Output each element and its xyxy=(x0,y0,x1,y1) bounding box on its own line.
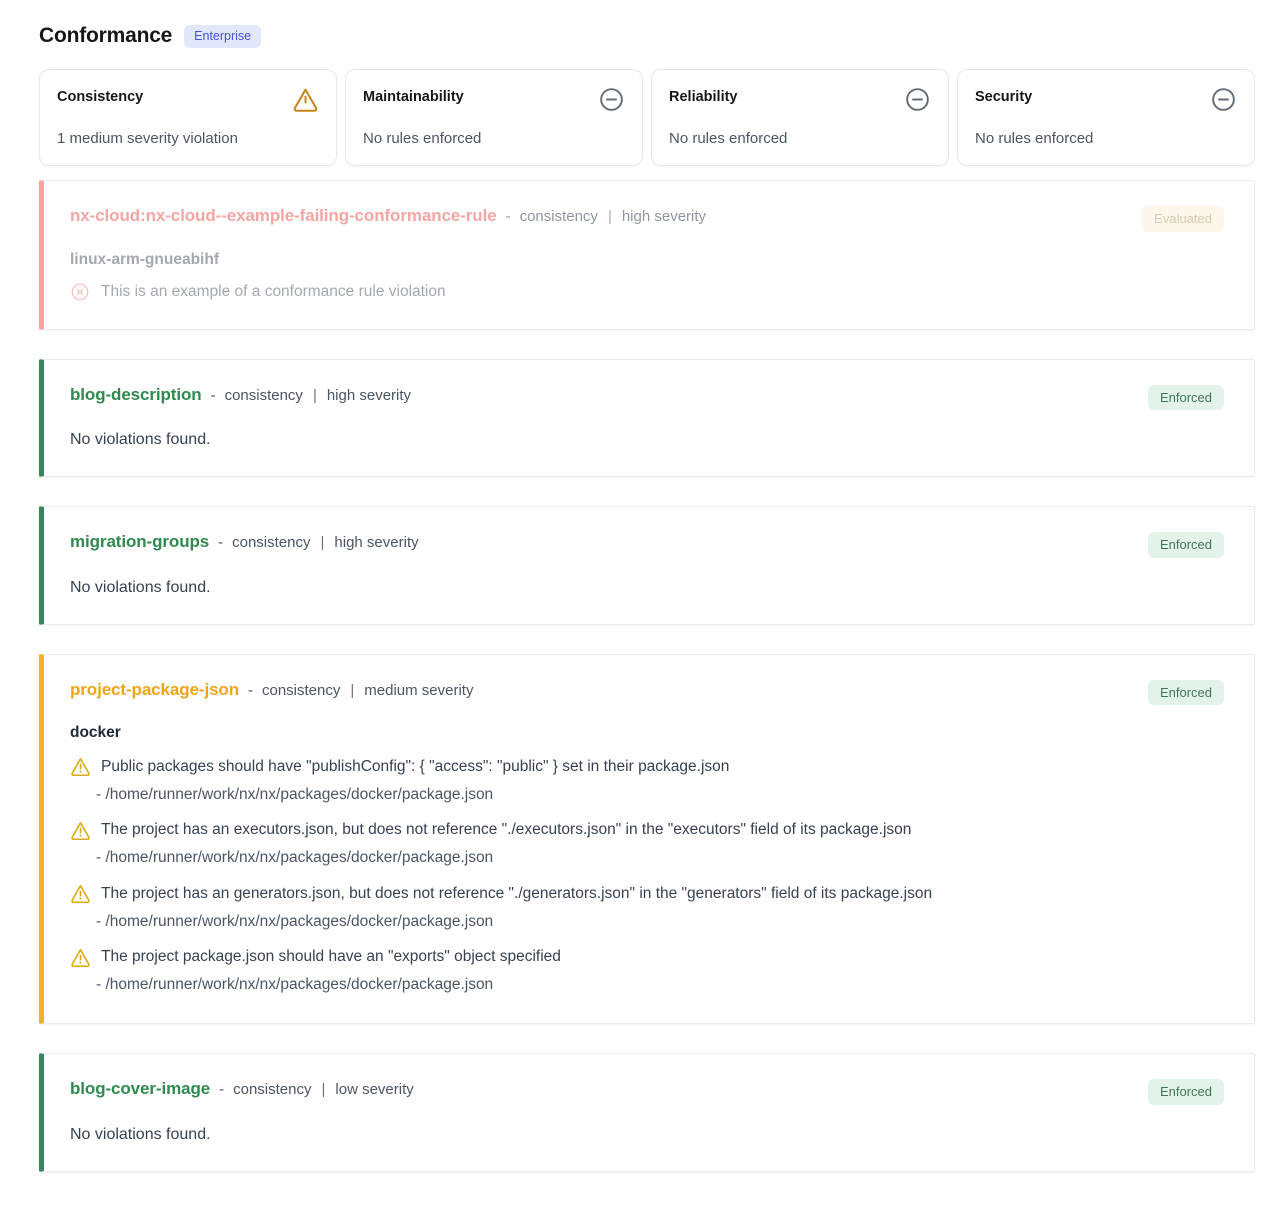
rule-severity: medium severity xyxy=(364,681,474,699)
summary-card-status: No rules enforced xyxy=(363,130,482,147)
summary-card-security: Security No rules enforced xyxy=(957,69,1255,166)
rule-card-blog-description: blog-description - consistency | high se… xyxy=(39,358,1255,478)
rule-card-example-failing: nx-cloud:nx-cloud--example-failing-confo… xyxy=(39,180,1255,330)
violation-message: Public packages should have "publishConf… xyxy=(101,757,730,775)
rule-category: consistency xyxy=(233,1081,312,1099)
rule-card-migration-groups: migration-groups - consistency | high se… xyxy=(39,506,1255,625)
page-title: Conformance xyxy=(39,24,173,47)
rule-severity: high severity xyxy=(326,386,412,404)
status-badge: Enforced xyxy=(1147,1079,1224,1105)
rule-card-blog-cover-image: blog-cover-image - consistency | low sev… xyxy=(39,1053,1255,1172)
rules-list: nx-cloud:nx-cloud--example-failing-confo… xyxy=(39,180,1255,1172)
summary-row: Consistency 1 medium severity violation … xyxy=(39,69,1255,166)
summary-card-consistency: Consistency 1 medium severity violation xyxy=(39,69,337,166)
project-name: linux-arm-gnueabihf xyxy=(70,250,219,268)
rule-name-link[interactable]: project-package-json xyxy=(70,679,239,699)
rule-name-link[interactable]: blog-description xyxy=(70,384,202,404)
violation-list: Public packages should have "publishConf… xyxy=(70,755,1224,996)
rule-category: consistency xyxy=(519,208,598,225)
summary-card-status: No rules enforced xyxy=(669,130,788,147)
x-circle-icon xyxy=(71,283,89,300)
rule-meta-divider: | xyxy=(320,534,325,552)
rule-meta-divider: | xyxy=(350,681,355,699)
rule-result-text: No violations found. xyxy=(70,1125,211,1143)
violation-item: The project has an generators.json, but … xyxy=(70,882,1224,933)
rule-name-link[interactable]: migration-groups xyxy=(70,532,210,552)
violation-path: - /home/runner/work/nx/nx/packages/docke… xyxy=(96,912,494,930)
rule-name-link[interactable]: nx-cloud:nx-cloud--example-failing-confo… xyxy=(70,206,497,225)
rule-separator: - xyxy=(210,386,216,404)
violation-path: - /home/runner/work/nx/nx/packages/docke… xyxy=(96,976,494,994)
rule-result-text: No violations found. xyxy=(70,578,211,596)
rule-severity: high severity xyxy=(334,534,419,552)
status-badge: Enforced xyxy=(1147,679,1224,706)
rule-category: consistency xyxy=(224,386,303,404)
summary-card-title: Security xyxy=(975,89,1033,105)
rule-category: consistency xyxy=(232,534,311,552)
summary-card-maintainability: Maintainability No rules enforced xyxy=(345,69,643,166)
rule-result-text: No violations found. xyxy=(70,431,211,449)
minus-circle-icon xyxy=(600,88,623,111)
violation-path: - /home/runner/work/nx/nx/packages/docke… xyxy=(96,849,494,867)
warning-triangle-icon xyxy=(293,88,318,112)
violation-message: The project package.json should have an … xyxy=(101,948,561,966)
rule-separator: - xyxy=(219,1081,225,1099)
rule-separator: - xyxy=(248,681,253,699)
rule-name-link[interactable]: blog-cover-image xyxy=(70,1079,211,1099)
summary-card-title: Consistency xyxy=(57,89,144,105)
violation-path: - /home/runner/work/nx/nx/packages/docke… xyxy=(96,785,494,803)
rule-separator: - xyxy=(218,534,224,552)
rule-category: consistency xyxy=(262,681,341,699)
rule-meta-divider: | xyxy=(321,1081,326,1099)
status-badge: Enforced xyxy=(1147,532,1224,558)
warning-triangle-icon xyxy=(71,948,90,967)
page-header: Conformance Enterprise xyxy=(39,24,1255,48)
project-name: docker xyxy=(70,724,121,742)
violation-message: The project has an generators.json, but … xyxy=(101,884,933,902)
rule-card-project-package-json: project-package-json - consistency | med… xyxy=(39,653,1255,1025)
violation-item: Public packages should have "publishConf… xyxy=(70,755,1224,806)
violation-item: The project package.json should have an … xyxy=(70,946,1224,997)
rule-severity: high severity xyxy=(621,208,707,225)
violation-message: This is an example of a conformance rule… xyxy=(101,282,446,300)
warning-triangle-icon xyxy=(71,821,90,840)
warning-triangle-icon xyxy=(71,885,90,904)
enterprise-badge: Enterprise xyxy=(184,24,262,48)
status-badge: Evaluated xyxy=(1142,206,1224,232)
summary-card-status: No rules enforced xyxy=(975,130,1094,147)
rule-meta-divider: | xyxy=(312,386,317,404)
summary-card-title: Reliability xyxy=(669,89,738,105)
summary-card-reliability: Reliability No rules enforced xyxy=(651,69,949,166)
violation-message: The project has an executors.json, but d… xyxy=(101,821,912,839)
warning-triangle-icon xyxy=(71,758,90,777)
minus-circle-icon xyxy=(1212,88,1235,111)
summary-card-title: Maintainability xyxy=(363,89,464,105)
rule-meta-divider: | xyxy=(607,208,612,225)
summary-card-status: 1 medium severity violation xyxy=(57,130,238,147)
rule-separator: - xyxy=(505,208,511,225)
minus-circle-icon xyxy=(906,88,929,111)
status-badge: Enforced xyxy=(1147,384,1224,411)
violation-item: The project has an executors.json, but d… xyxy=(70,819,1224,870)
rule-severity: low severity xyxy=(335,1081,414,1099)
